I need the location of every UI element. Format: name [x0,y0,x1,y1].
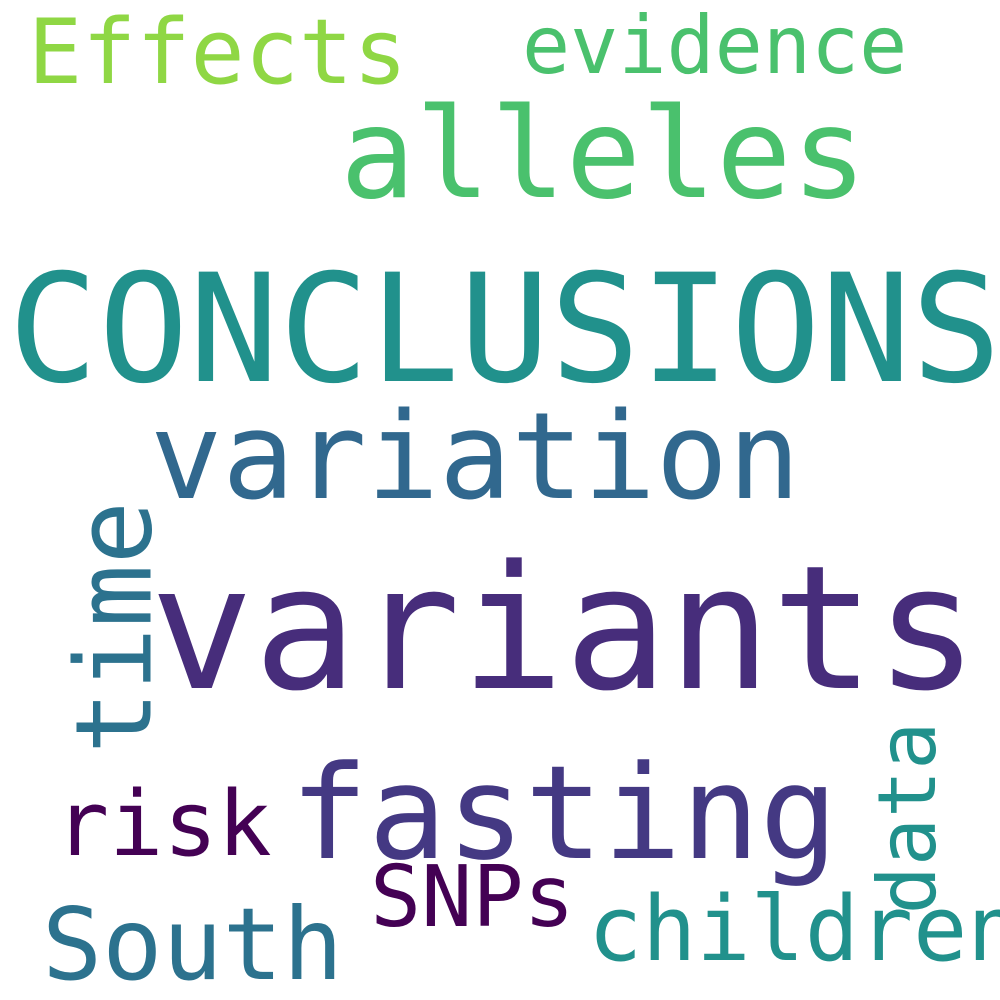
word-evidence: evidence [522,0,908,92]
word-variation: variation [150,388,801,527]
word-conclusions: CONCLUSIONS [8,243,1000,417]
word-effects: Effects [28,0,408,105]
word-alleles: alleles [340,82,867,227]
word-risk: risk [55,772,272,877]
word-variants: variants [150,528,979,729]
word-fasting: fasting [290,737,838,889]
word-snps: SNPs [370,848,575,947]
word-south: South [42,886,344,1000]
word-children: children [588,877,1000,982]
